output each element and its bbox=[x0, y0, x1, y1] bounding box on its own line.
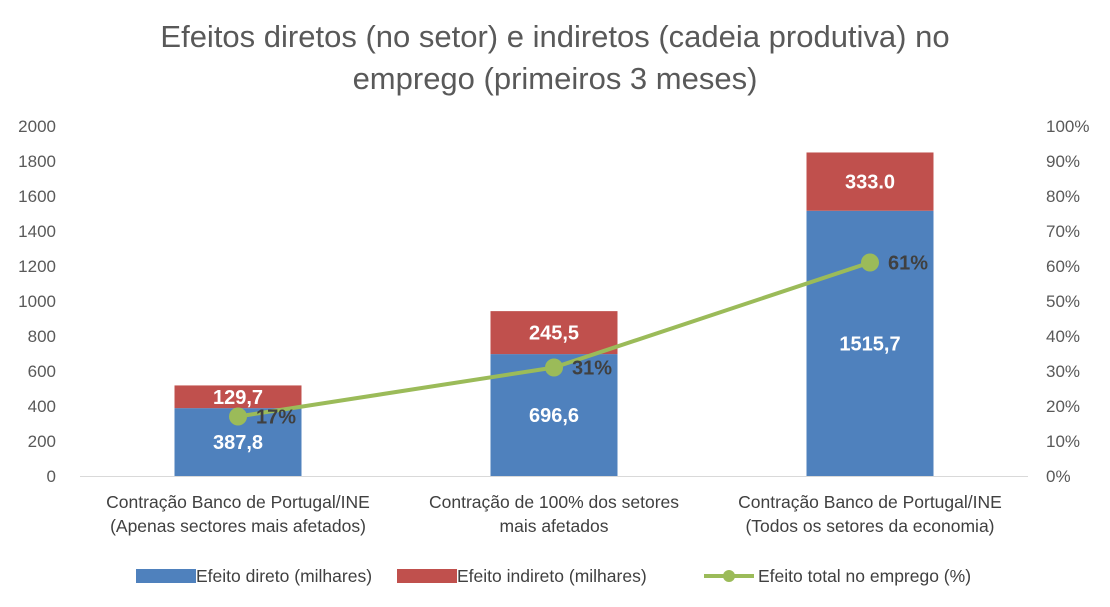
y-left-tick-label: 0 bbox=[47, 467, 56, 486]
y-left-tick-label: 400 bbox=[28, 397, 56, 416]
y-right-tick-label: 50% bbox=[1046, 292, 1080, 311]
y-right-tick-label: 70% bbox=[1046, 222, 1080, 241]
y-right-tick-label: 100% bbox=[1046, 117, 1089, 136]
y-right-tick-label: 0% bbox=[1046, 467, 1071, 486]
bar-direct-label: 1515,7 bbox=[839, 333, 900, 355]
bar-indirect bbox=[490, 311, 618, 355]
legend-label: Efeito indireto (milhares) bbox=[457, 566, 647, 586]
chart-title: Efeitos diretos (no setor) e indiretos (… bbox=[0, 16, 1110, 100]
line-point bbox=[229, 407, 247, 426]
y-right-tick-label: 40% bbox=[1046, 327, 1080, 346]
line-point-label: 17% bbox=[256, 407, 296, 429]
legend-swatch bbox=[136, 569, 196, 583]
y-left-tick-label: 1000 bbox=[18, 292, 56, 311]
y-left-tick-label: 1600 bbox=[18, 187, 56, 206]
line-point bbox=[545, 358, 563, 377]
x-category-label: (Todos os setores da economia) bbox=[745, 516, 994, 536]
y-right-tick-label: 30% bbox=[1046, 362, 1080, 381]
x-category-label: (Apenas sectores mais afetados) bbox=[110, 516, 366, 536]
y-left-tick-label: 1200 bbox=[18, 257, 56, 276]
y-right-tick-label: 60% bbox=[1046, 257, 1080, 276]
y-left-tick-label: 2000 bbox=[18, 117, 56, 136]
bar-indirect-label: 245,5 bbox=[529, 323, 579, 345]
bar-indirect-label: 129,7 bbox=[213, 387, 263, 409]
y-right-tick-label: 20% bbox=[1046, 397, 1080, 416]
legend-line-marker bbox=[723, 570, 735, 582]
y-right-tick-label: 80% bbox=[1046, 187, 1080, 206]
chart-title-line-1: Efeitos diretos (no setor) e indiretos (… bbox=[160, 19, 950, 54]
y-right-tick-label: 10% bbox=[1046, 432, 1080, 451]
bar-direct-label: 387,8 bbox=[213, 432, 263, 454]
chart-title-line-2: emprego (primeiros 3 meses) bbox=[352, 61, 758, 96]
legend-label: Efeito direto (milhares) bbox=[196, 566, 372, 586]
legend-swatch bbox=[397, 569, 457, 583]
legend-label: Efeito total no emprego (%) bbox=[758, 566, 971, 586]
x-category-label: Contração de 100% dos setores bbox=[429, 492, 679, 512]
line-point-label: 31% bbox=[572, 358, 612, 380]
y-left-tick-label: 800 bbox=[28, 327, 56, 346]
y-left-tick-label: 600 bbox=[28, 362, 56, 381]
bar-direct-label: 696,6 bbox=[529, 405, 579, 427]
x-category-label: mais afetados bbox=[500, 516, 609, 536]
y-left-tick-label: 1800 bbox=[18, 152, 56, 171]
x-category-label: Contração Banco de Portugal/INE bbox=[106, 492, 370, 512]
line-point bbox=[861, 253, 879, 272]
y-left-tick-label: 200 bbox=[28, 432, 56, 451]
y-right-tick-label: 90% bbox=[1046, 152, 1080, 171]
bar-indirect bbox=[174, 385, 302, 409]
x-category-label: Contração Banco de Portugal/INE bbox=[738, 492, 1002, 512]
bar-indirect-label: 333.0 bbox=[845, 172, 895, 194]
line-point-label: 61% bbox=[888, 253, 928, 275]
y-left-tick-label: 1400 bbox=[18, 222, 56, 241]
bar-indirect bbox=[806, 152, 934, 211]
